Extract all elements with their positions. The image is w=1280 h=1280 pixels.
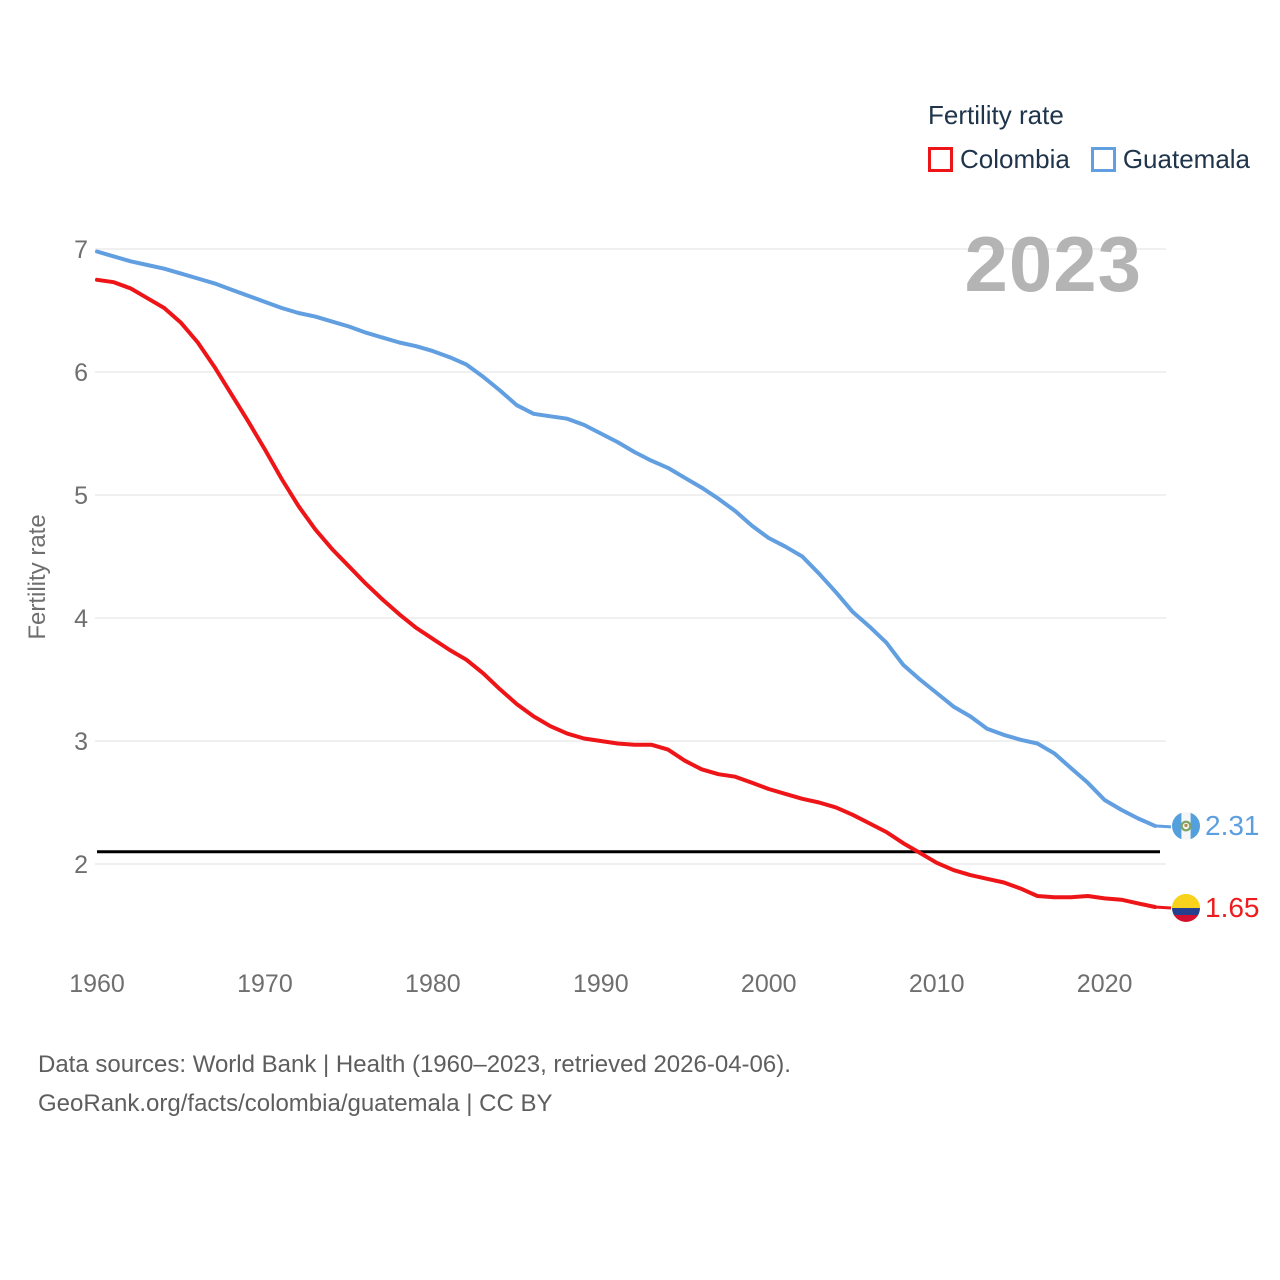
x-tick-label: 1970 bbox=[237, 970, 293, 998]
legend-label-colombia: Colombia bbox=[960, 144, 1070, 174]
y-tick-label: 7 bbox=[74, 236, 88, 264]
x-tick-label: 2010 bbox=[909, 970, 965, 998]
footer: Data sources: World Bank | Health (1960–… bbox=[38, 1045, 791, 1123]
footer-data-sources: Data sources: World Bank | Health (1960–… bbox=[38, 1051, 791, 1078]
fertility-rate-chart: Fertility rate 7 6 5 4 3 2 1960 1970 1980 1990 200… bbox=[24, 236, 1260, 998]
legend-row: Colombia Guatemala bbox=[928, 144, 1250, 175]
guatemala-end-value: 2.31 bbox=[1205, 810, 1260, 841]
guatemala-flag-icon bbox=[1172, 812, 1200, 840]
legend-item-colombia[interactable]: Colombia bbox=[928, 144, 1070, 175]
leader-line-guatemala bbox=[1154, 824, 1172, 829]
colombia-swatch-icon bbox=[928, 147, 953, 172]
colombia-flag-icon bbox=[1172, 894, 1200, 922]
legend: Fertility rate Colombia Guatemala bbox=[928, 100, 1250, 175]
x-tick-label: 1960 bbox=[69, 970, 125, 998]
y-axis-title: Fertility rate bbox=[24, 514, 51, 639]
y-tick-label: 2 bbox=[74, 851, 88, 879]
plot-layer: 7 6 5 4 3 2 1960 1970 1980 1990 2000 2010 2020 bbox=[69, 236, 1172, 998]
guatemala-swatch-icon bbox=[1090, 147, 1116, 172]
colombia-end-value: 1.65 bbox=[1205, 892, 1260, 923]
x-tick-label: 1990 bbox=[573, 970, 629, 998]
x-tick-label: 2000 bbox=[741, 970, 797, 998]
legend-title: Fertility rate bbox=[928, 100, 1064, 130]
x-tick-label: 2020 bbox=[1077, 970, 1133, 998]
x-tick-label: 1980 bbox=[405, 970, 461, 998]
legend-item-guatemala[interactable]: Guatemala bbox=[1090, 144, 1251, 175]
y-tick-label: 6 bbox=[74, 359, 88, 387]
series-line-colombia bbox=[95, 277, 1157, 909]
legend-label-guatemala: Guatemala bbox=[1122, 144, 1251, 174]
y-tick-label: 3 bbox=[74, 728, 88, 756]
footer-attribution: GeoRank.org/facts/colombia/guatemala | C… bbox=[38, 1090, 553, 1117]
y-tick-label: 5 bbox=[74, 482, 88, 510]
y-tick-label: 4 bbox=[74, 605, 88, 633]
series-line-guatemala bbox=[95, 249, 1157, 828]
watermark-year: 2023 bbox=[964, 220, 1142, 308]
leader-line-colombia bbox=[1154, 905, 1172, 910]
